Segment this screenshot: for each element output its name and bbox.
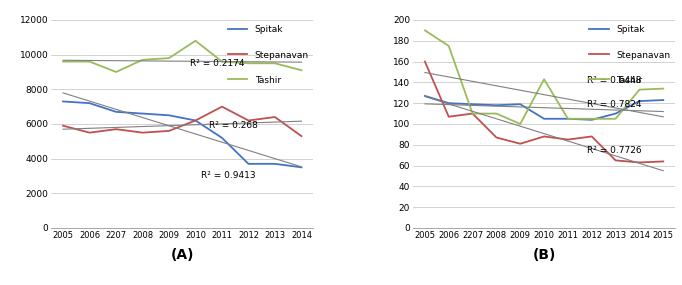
Spitak bbox=[85, 101, 93, 105]
Spitak bbox=[469, 103, 477, 106]
Spitak bbox=[492, 103, 501, 107]
Text: R² = 0.9413: R² = 0.9413 bbox=[201, 171, 256, 180]
Tashir bbox=[85, 60, 93, 63]
Tashir bbox=[445, 44, 453, 48]
Stepanavan bbox=[59, 124, 67, 127]
Tashir bbox=[59, 60, 67, 63]
Stepanavan bbox=[112, 127, 120, 131]
Tashir bbox=[297, 68, 306, 72]
Line: Tashir: Tashir bbox=[425, 30, 664, 124]
Stepanavan bbox=[138, 131, 147, 134]
Line: Spitak: Spitak bbox=[425, 96, 664, 120]
Stepanavan bbox=[516, 142, 524, 145]
Spitak bbox=[192, 119, 200, 122]
Stepanavan bbox=[469, 112, 477, 115]
Tashir bbox=[192, 39, 200, 42]
Legend: Spitak, Stepanavan, Tashir: Spitak, Stepanavan, Tashir bbox=[587, 23, 673, 88]
Spitak bbox=[588, 118, 596, 121]
Spitak bbox=[271, 162, 279, 166]
Legend: Spitak, Stepanavan, Tashir: Spitak, Stepanavan, Tashir bbox=[225, 23, 312, 88]
Spitak bbox=[421, 94, 429, 97]
Text: R² = 0.7824: R² = 0.7824 bbox=[587, 100, 642, 109]
Text: R² = 0.2174: R² = 0.2174 bbox=[190, 59, 245, 68]
Spitak bbox=[516, 103, 524, 106]
Spitak bbox=[244, 162, 252, 166]
Spitak bbox=[297, 166, 306, 169]
Text: R² = 0.6448: R² = 0.6448 bbox=[587, 76, 642, 86]
Stepanavan bbox=[218, 105, 226, 108]
Stepanavan bbox=[564, 138, 572, 141]
Line: Spitak: Spitak bbox=[63, 101, 301, 167]
Stepanavan bbox=[492, 136, 501, 139]
Tashir bbox=[421, 28, 429, 32]
Text: R² = 0.7726: R² = 0.7726 bbox=[587, 146, 642, 155]
Stepanavan bbox=[244, 119, 252, 122]
Tashir bbox=[469, 112, 477, 115]
Stepanavan bbox=[421, 60, 429, 63]
Tashir bbox=[659, 87, 668, 90]
Tashir bbox=[588, 117, 596, 121]
Line: Tashir: Tashir bbox=[63, 41, 301, 72]
Tashir bbox=[112, 70, 120, 74]
Spitak bbox=[138, 112, 147, 115]
Line: Stepanavan: Stepanavan bbox=[425, 62, 664, 162]
Stepanavan bbox=[165, 129, 173, 133]
Spitak bbox=[59, 100, 67, 103]
Spitak bbox=[636, 99, 644, 103]
Tashir bbox=[244, 62, 252, 65]
Spitak bbox=[612, 112, 620, 115]
Text: R² = 0.268: R² = 0.268 bbox=[209, 121, 258, 130]
Tashir bbox=[612, 117, 620, 121]
Spitak bbox=[659, 98, 668, 102]
Spitak bbox=[445, 101, 453, 105]
Stepanavan bbox=[445, 115, 453, 118]
Tashir bbox=[218, 60, 226, 63]
Tashir bbox=[516, 122, 524, 126]
Stepanavan bbox=[540, 135, 548, 138]
Stepanavan bbox=[85, 131, 93, 134]
X-axis label: (B): (B) bbox=[533, 248, 556, 262]
Spitak bbox=[540, 117, 548, 121]
Spitak bbox=[165, 114, 173, 117]
Stepanavan bbox=[659, 160, 668, 163]
Tashir bbox=[564, 117, 572, 121]
Tashir bbox=[540, 78, 548, 81]
Tashir bbox=[165, 56, 173, 60]
Tashir bbox=[636, 88, 644, 91]
Spitak bbox=[218, 136, 226, 140]
X-axis label: (A): (A) bbox=[170, 248, 194, 262]
Stepanavan bbox=[297, 135, 306, 138]
Stepanavan bbox=[588, 135, 596, 138]
Spitak bbox=[112, 110, 120, 113]
Stepanavan bbox=[271, 115, 279, 119]
Stepanavan bbox=[612, 159, 620, 162]
Stepanavan bbox=[636, 161, 644, 164]
Stepanavan bbox=[192, 119, 200, 122]
Tashir bbox=[492, 112, 501, 115]
Tashir bbox=[138, 58, 147, 62]
Line: Stepanavan: Stepanavan bbox=[63, 107, 301, 136]
Tashir bbox=[271, 62, 279, 65]
Spitak bbox=[564, 117, 572, 121]
